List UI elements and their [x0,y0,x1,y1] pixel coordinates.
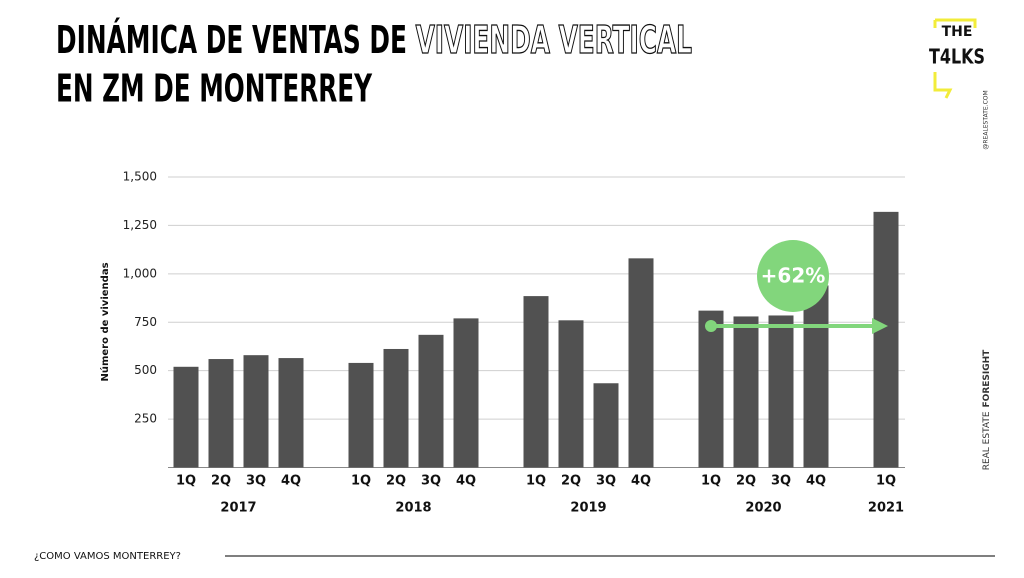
handle: @REALESTATE.COM [983,90,990,149]
x-tick-label: 3Q [596,474,616,489]
brand: REAL ESTATE FORESIGHT [982,349,992,470]
group-label: 2018 [395,501,431,516]
bar [383,348,409,468]
y-tick-label: 1,250 [123,218,157,232]
x-tick-label: 3Q [771,474,791,489]
title-line-2: EN ZM DE MONTERREY [56,67,373,111]
bar [208,359,234,468]
annotation-arrowhead [872,318,888,334]
bar [733,316,759,468]
x-tick-label: 4Q [281,474,301,489]
y-tick-label: 750 [134,315,157,329]
x-tick-label: 1Q [701,474,721,489]
bar [348,362,374,468]
bar [768,315,794,468]
bar [873,211,899,468]
bar [278,358,304,468]
y-axis-label: Número de viviendas [99,262,111,381]
x-tick-label: 1Q [351,474,371,489]
bar [628,258,654,468]
bar [173,366,199,468]
title-line-1: DINÁMICA DE VENTAS DE VIVIENDA VERTICAL [56,18,692,62]
annotation-badge [757,240,829,312]
y-tick-label: 250 [134,412,157,426]
group-label: 2019 [570,501,606,516]
y-tick-label: 500 [134,363,157,377]
bar [698,310,724,468]
x-tick-label: 2Q [211,474,231,489]
logo-frame [933,72,953,99]
footer-text: ¿COMO VAMOS MONTERREY? [34,551,181,562]
bar [523,296,549,468]
title-text: DINÁMICA DE VENTAS DE [56,18,416,62]
bar [593,383,619,468]
logo-frame [933,18,977,28]
x-tick-label: 2Q [736,474,756,489]
brand-light: REAL ESTATE [982,411,992,470]
x-tick-label: 3Q [421,474,441,489]
x-tick-label: 2Q [386,474,406,489]
bar [558,320,584,468]
bar [418,334,444,468]
y-tick-label: 1,500 [123,170,157,184]
x-tick-label: 4Q [456,474,476,489]
x-tick-label: 1Q [526,474,546,489]
y-tick-label: 1,000 [123,266,157,280]
brand-bold: FORESIGHT [982,349,992,408]
annotation-dot [705,320,717,332]
annotation-text: +62% [761,264,826,288]
group-label: 2021 [868,501,904,516]
x-tick-label: 1Q [176,474,196,489]
x-tick-label: 4Q [631,474,651,489]
x-tick-label: 4Q [806,474,826,489]
logo-top: THE [942,24,973,40]
x-tick-label: 3Q [246,474,266,489]
logo-main: T4LKS [929,45,985,69]
bar [803,285,829,468]
group-label: 2017 [220,501,256,516]
logo: THE T4LKS [929,18,985,99]
title-highlight: VIVIENDA VERTICAL [416,18,692,62]
x-tick-label: 2Q [561,474,581,489]
bar [243,355,269,468]
x-tick-label: 1Q [876,474,896,489]
bar [453,318,479,468]
group-label: 2020 [745,501,781,516]
